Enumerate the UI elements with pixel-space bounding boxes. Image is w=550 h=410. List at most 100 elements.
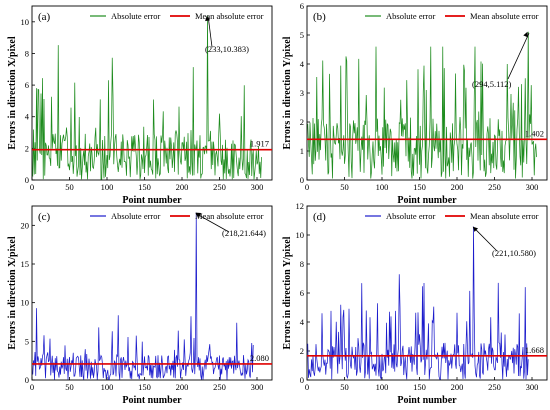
x-tick-label: 0 <box>305 382 309 392</box>
panel-label: (a) <box>38 11 51 23</box>
x-tick-label: 150 <box>138 182 151 192</box>
peak-arrow-line <box>207 17 213 48</box>
x-tick-label: 150 <box>413 182 426 192</box>
legend-label-mean-absolute-error: Mean absolute error <box>195 211 264 221</box>
y-tick-label: 3 <box>300 88 304 98</box>
x-tick-label: 100 <box>376 382 389 392</box>
x-tick-label: 100 <box>376 182 389 192</box>
x-tick-label: 300 <box>526 382 539 392</box>
panel-label: (d) <box>313 211 326 223</box>
y-tick-label: 15 <box>21 259 30 269</box>
x-tick-label: 50 <box>65 182 74 192</box>
x-tick-label: 300 <box>526 182 539 192</box>
y-tick-label: 6 <box>25 80 29 90</box>
legend-label-absolute-error: Absolute error <box>111 11 161 21</box>
y-axis-title: Errors in direction Y/pixel <box>282 236 293 349</box>
peak-arrowhead <box>472 226 479 232</box>
y-tick-label: 0 <box>300 375 304 385</box>
y-tick-label: 4 <box>300 59 305 69</box>
x-tick-label: 250 <box>213 182 226 192</box>
x-axis-title: Point number <box>122 395 182 406</box>
y-tick-label: 5 <box>25 336 29 346</box>
y-tick-label: 2 <box>25 143 29 153</box>
chart-panel: 0 50 100 150 200 250 300 0 5 10 15 20 Point number Er… <box>7 205 273 406</box>
legend-label-mean-absolute-error: Mean absolute error <box>470 211 539 221</box>
x-tick-label: 150 <box>138 382 151 392</box>
y-tick-label: 0 <box>25 175 29 185</box>
y-tick-label: 8 <box>25 48 29 58</box>
y-axis-title: Errors in direction X/pixel <box>7 236 18 349</box>
x-tick-label: 250 <box>213 382 226 392</box>
x-tick-label: 0 <box>30 182 34 192</box>
axes-frame <box>31 5 273 181</box>
y-tick-label: 0 <box>300 175 304 185</box>
legend-label-absolute-error: Absolute error <box>386 211 436 221</box>
x-tick-label: 250 <box>488 182 501 192</box>
mean-value-label: 2.080 <box>250 353 269 363</box>
absolute-error-line <box>32 15 262 180</box>
panel-label: (c) <box>38 211 51 223</box>
chart-panel: 0 50 100 150 200 250 300 0 1 2 3 4 5 6 Point number Err… <box>282 1 548 206</box>
x-tick-label: 300 <box>251 182 264 192</box>
x-axis-title: Point number <box>397 195 457 206</box>
peak-arrow-line <box>507 33 530 80</box>
legend-label-absolute-error: Absolute error <box>111 211 161 221</box>
y-axis-title: Errors in direction X/pixel <box>7 36 18 149</box>
x-tick-label: 200 <box>451 182 464 192</box>
mean-value-label: 1.917 <box>250 139 269 149</box>
y-tick-label: 2 <box>300 346 304 356</box>
x-tick-label: 200 <box>176 182 189 192</box>
legend-label-absolute-error: Absolute error <box>386 11 436 21</box>
x-tick-label: 0 <box>305 182 309 192</box>
axes-frame <box>31 205 273 381</box>
peak-arrowhead <box>205 15 211 22</box>
y-tick-label: 6 <box>300 288 304 298</box>
x-axis-title: Point number <box>397 395 457 406</box>
y-tick-label: 4 <box>300 317 305 327</box>
peak-annotation-label: (221,10.580) <box>492 248 536 258</box>
legend-label-mean-absolute-error: Mean absolute error <box>195 11 264 21</box>
x-axis-title: Point number <box>122 195 182 206</box>
y-tick-label: 0 <box>25 375 29 385</box>
y-tick-label: 10 <box>296 230 305 240</box>
peak-arrow-line <box>196 213 230 233</box>
y-tick-label: 6 <box>300 1 304 11</box>
x-tick-label: 200 <box>451 382 464 392</box>
x-tick-label: 200 <box>176 382 189 392</box>
y-tick-label: 10 <box>21 17 30 27</box>
absolute-error-line <box>32 212 254 380</box>
y-tick-label: 20 <box>21 220 30 230</box>
y-tick-label: 12 <box>296 201 305 211</box>
chart-panel: 0 50 100 150 200 250 300 0 2 4 6 8 10 12 Point number E… <box>282 201 548 406</box>
chart-panel: 0 50 100 150 200 250 300 0 2 4 6 8 10 Point number Err… <box>7 5 273 206</box>
y-tick-label: 4 <box>25 112 30 122</box>
peak-annotation-label: (218,21.644) <box>222 228 266 238</box>
peak-annotation-label: (294,5.112) <box>472 79 512 89</box>
legend-label-mean-absolute-error: Mean absolute error <box>470 11 539 21</box>
absolute-error-line <box>307 31 537 179</box>
y-tick-label: 2 <box>300 117 304 127</box>
peak-annotation-label: (233,10.383) <box>205 44 249 54</box>
x-tick-label: 0 <box>30 382 34 392</box>
x-tick-label: 50 <box>65 382 74 392</box>
y-tick-label: 10 <box>21 298 30 308</box>
y-tick-label: 8 <box>300 259 304 269</box>
y-tick-label: 1 <box>300 146 304 156</box>
peak-arrowhead <box>195 212 202 218</box>
x-tick-label: 50 <box>340 182 349 192</box>
peak-arrowhead <box>523 31 528 38</box>
peak-arrow-line <box>473 227 498 252</box>
x-tick-label: 100 <box>101 382 114 392</box>
x-tick-label: 150 <box>413 382 426 392</box>
x-tick-label: 100 <box>101 182 114 192</box>
mean-value-label: 1.402 <box>525 128 544 138</box>
panel-label: (b) <box>313 11 326 23</box>
absolute-error-line <box>307 226 529 380</box>
mean-value-label: 1.668 <box>525 345 544 355</box>
x-tick-label: 50 <box>340 382 349 392</box>
x-tick-label: 300 <box>251 382 264 392</box>
y-tick-label: 5 <box>300 30 304 40</box>
y-axis-title: Errors in direction Y/pixel <box>282 36 293 149</box>
x-tick-label: 250 <box>488 382 501 392</box>
